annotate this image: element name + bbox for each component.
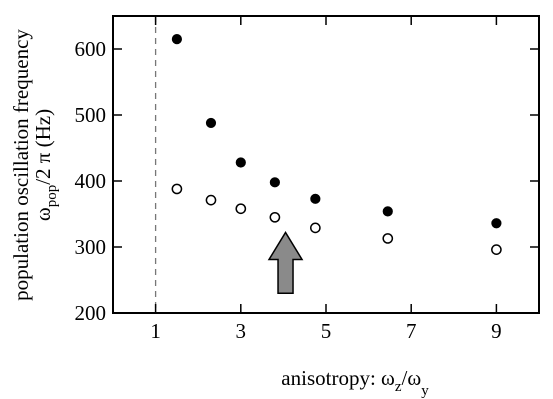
data-point-filled [310,193,321,204]
data-point-filled [171,34,182,45]
data-point-open [382,233,394,244]
data-point-open [491,244,502,255]
data-point-open [235,203,247,215]
y-axis-label-omega: ω [31,207,55,221]
x-axis-label-mid: /ω [402,366,422,390]
y-axis-label-line2: ωpop/2 π (Hz) [31,109,60,221]
y-axis-label-sub: pop [44,185,60,208]
data-point-open [269,211,281,223]
data-point-filled [269,177,280,188]
x-tick-label: 5 [321,319,332,343]
y-tick-label: 600 [75,37,107,61]
x-axis-label-sub2: y [421,383,429,399]
arrow-icon [267,231,304,294]
x-tick-label: 3 [236,319,247,343]
x-axis-label-sub1: z [395,379,402,395]
y-axis-label-line1: population oscillation frequency [9,29,33,301]
y-tick-label: 300 [75,235,107,259]
data-point-filled [491,218,502,229]
x-axis-label: anisotropy: ωz/ωy [281,366,429,399]
x-tick-label: 1 [150,319,161,343]
data-point-filled [205,117,217,129]
y-tick-label: 400 [75,169,107,193]
y-tick-label: 200 [75,301,107,325]
marks-layer [171,34,502,294]
x-axis-label-main: anisotropy: ω [281,366,395,390]
data-point-open [310,222,321,234]
y-axis-label: population oscillation frequency ωpop/2 … [9,29,60,301]
x-tick-label: 7 [406,319,417,343]
plot-layer [112,15,540,314]
data-point-filled [235,157,246,168]
y-tick-label: 500 [75,103,107,127]
data-point-open [205,194,217,206]
y-axis-label-rest: /2 π (Hz) [31,109,55,185]
ticks-layer: 200 300 400 500 600 1 3 5 7 9 [75,16,539,343]
x-tick-label: 9 [491,319,502,343]
data-point-filled [382,206,393,217]
plot-frame [112,15,540,314]
data-point-open [171,183,183,195]
